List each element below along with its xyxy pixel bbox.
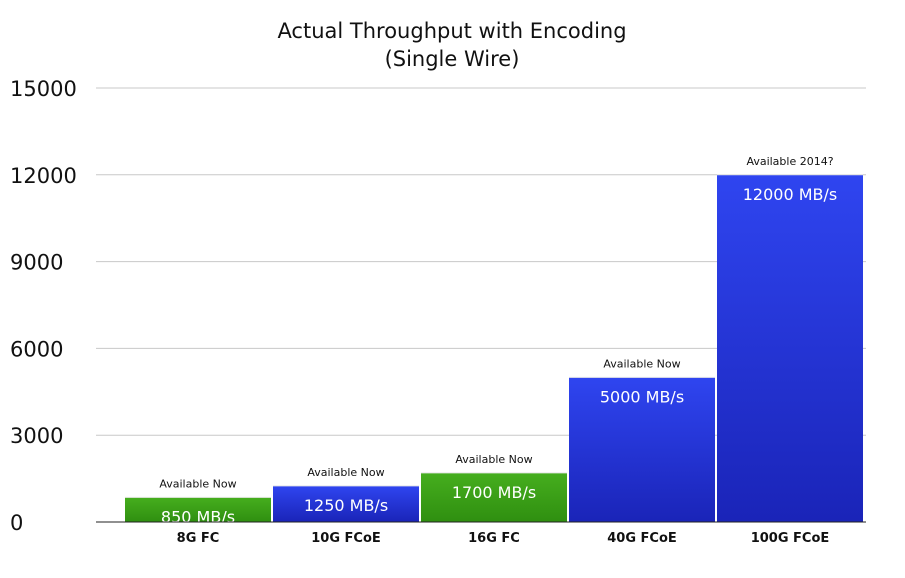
chart-subtitle: (Single Wire) [385, 47, 520, 71]
bar-value-label: 12000 MB/s [743, 185, 838, 204]
bar-10g-fcoe [273, 485, 419, 522]
bar-8g-fc [125, 497, 271, 522]
y-tick-label: 3000 [10, 424, 63, 448]
chart-title: Actual Throughput with Encoding [277, 19, 626, 43]
y-tick-label: 15000 [10, 77, 77, 101]
y-tick-label: 6000 [10, 337, 63, 361]
bar-value-label: 5000 MB/s [600, 387, 684, 406]
x-tick-label: 16G FC [468, 531, 520, 546]
x-tick-label: 10G FCoE [311, 531, 381, 546]
x-axis-ticks: 8G FC 10G FCoE 16G FC 40G FCoE 100G FCoE [177, 531, 830, 546]
y-tick-label: 0 [10, 511, 23, 535]
x-tick-label: 8G FC [177, 531, 220, 546]
availability-annotation: Available Now [307, 466, 384, 479]
bars [125, 174, 863, 523]
bar-16g-fc [421, 472, 567, 522]
bar-value-label: 1250 MB/s [304, 496, 388, 515]
availability-annotation: Available Now [159, 477, 236, 490]
bar-100g-fcoe [717, 174, 863, 523]
availability-annotation: Available Now [455, 453, 532, 466]
bar-value-label: 850 MB/s [161, 507, 235, 526]
availability-annotation: Available Now [603, 357, 680, 370]
bar-value-label: 1700 MB/s [452, 483, 536, 502]
x-tick-label: 40G FCoE [607, 531, 677, 546]
y-axis-ticks: 0 3000 6000 9000 12000 15000 [10, 77, 77, 535]
bar-40g-fcoe [569, 377, 715, 522]
availability-annotation: Available 2014? [746, 155, 833, 168]
y-tick-label: 12000 [10, 164, 77, 188]
y-tick-label: 9000 [10, 251, 63, 275]
x-tick-label: 100G FCoE [751, 531, 830, 546]
